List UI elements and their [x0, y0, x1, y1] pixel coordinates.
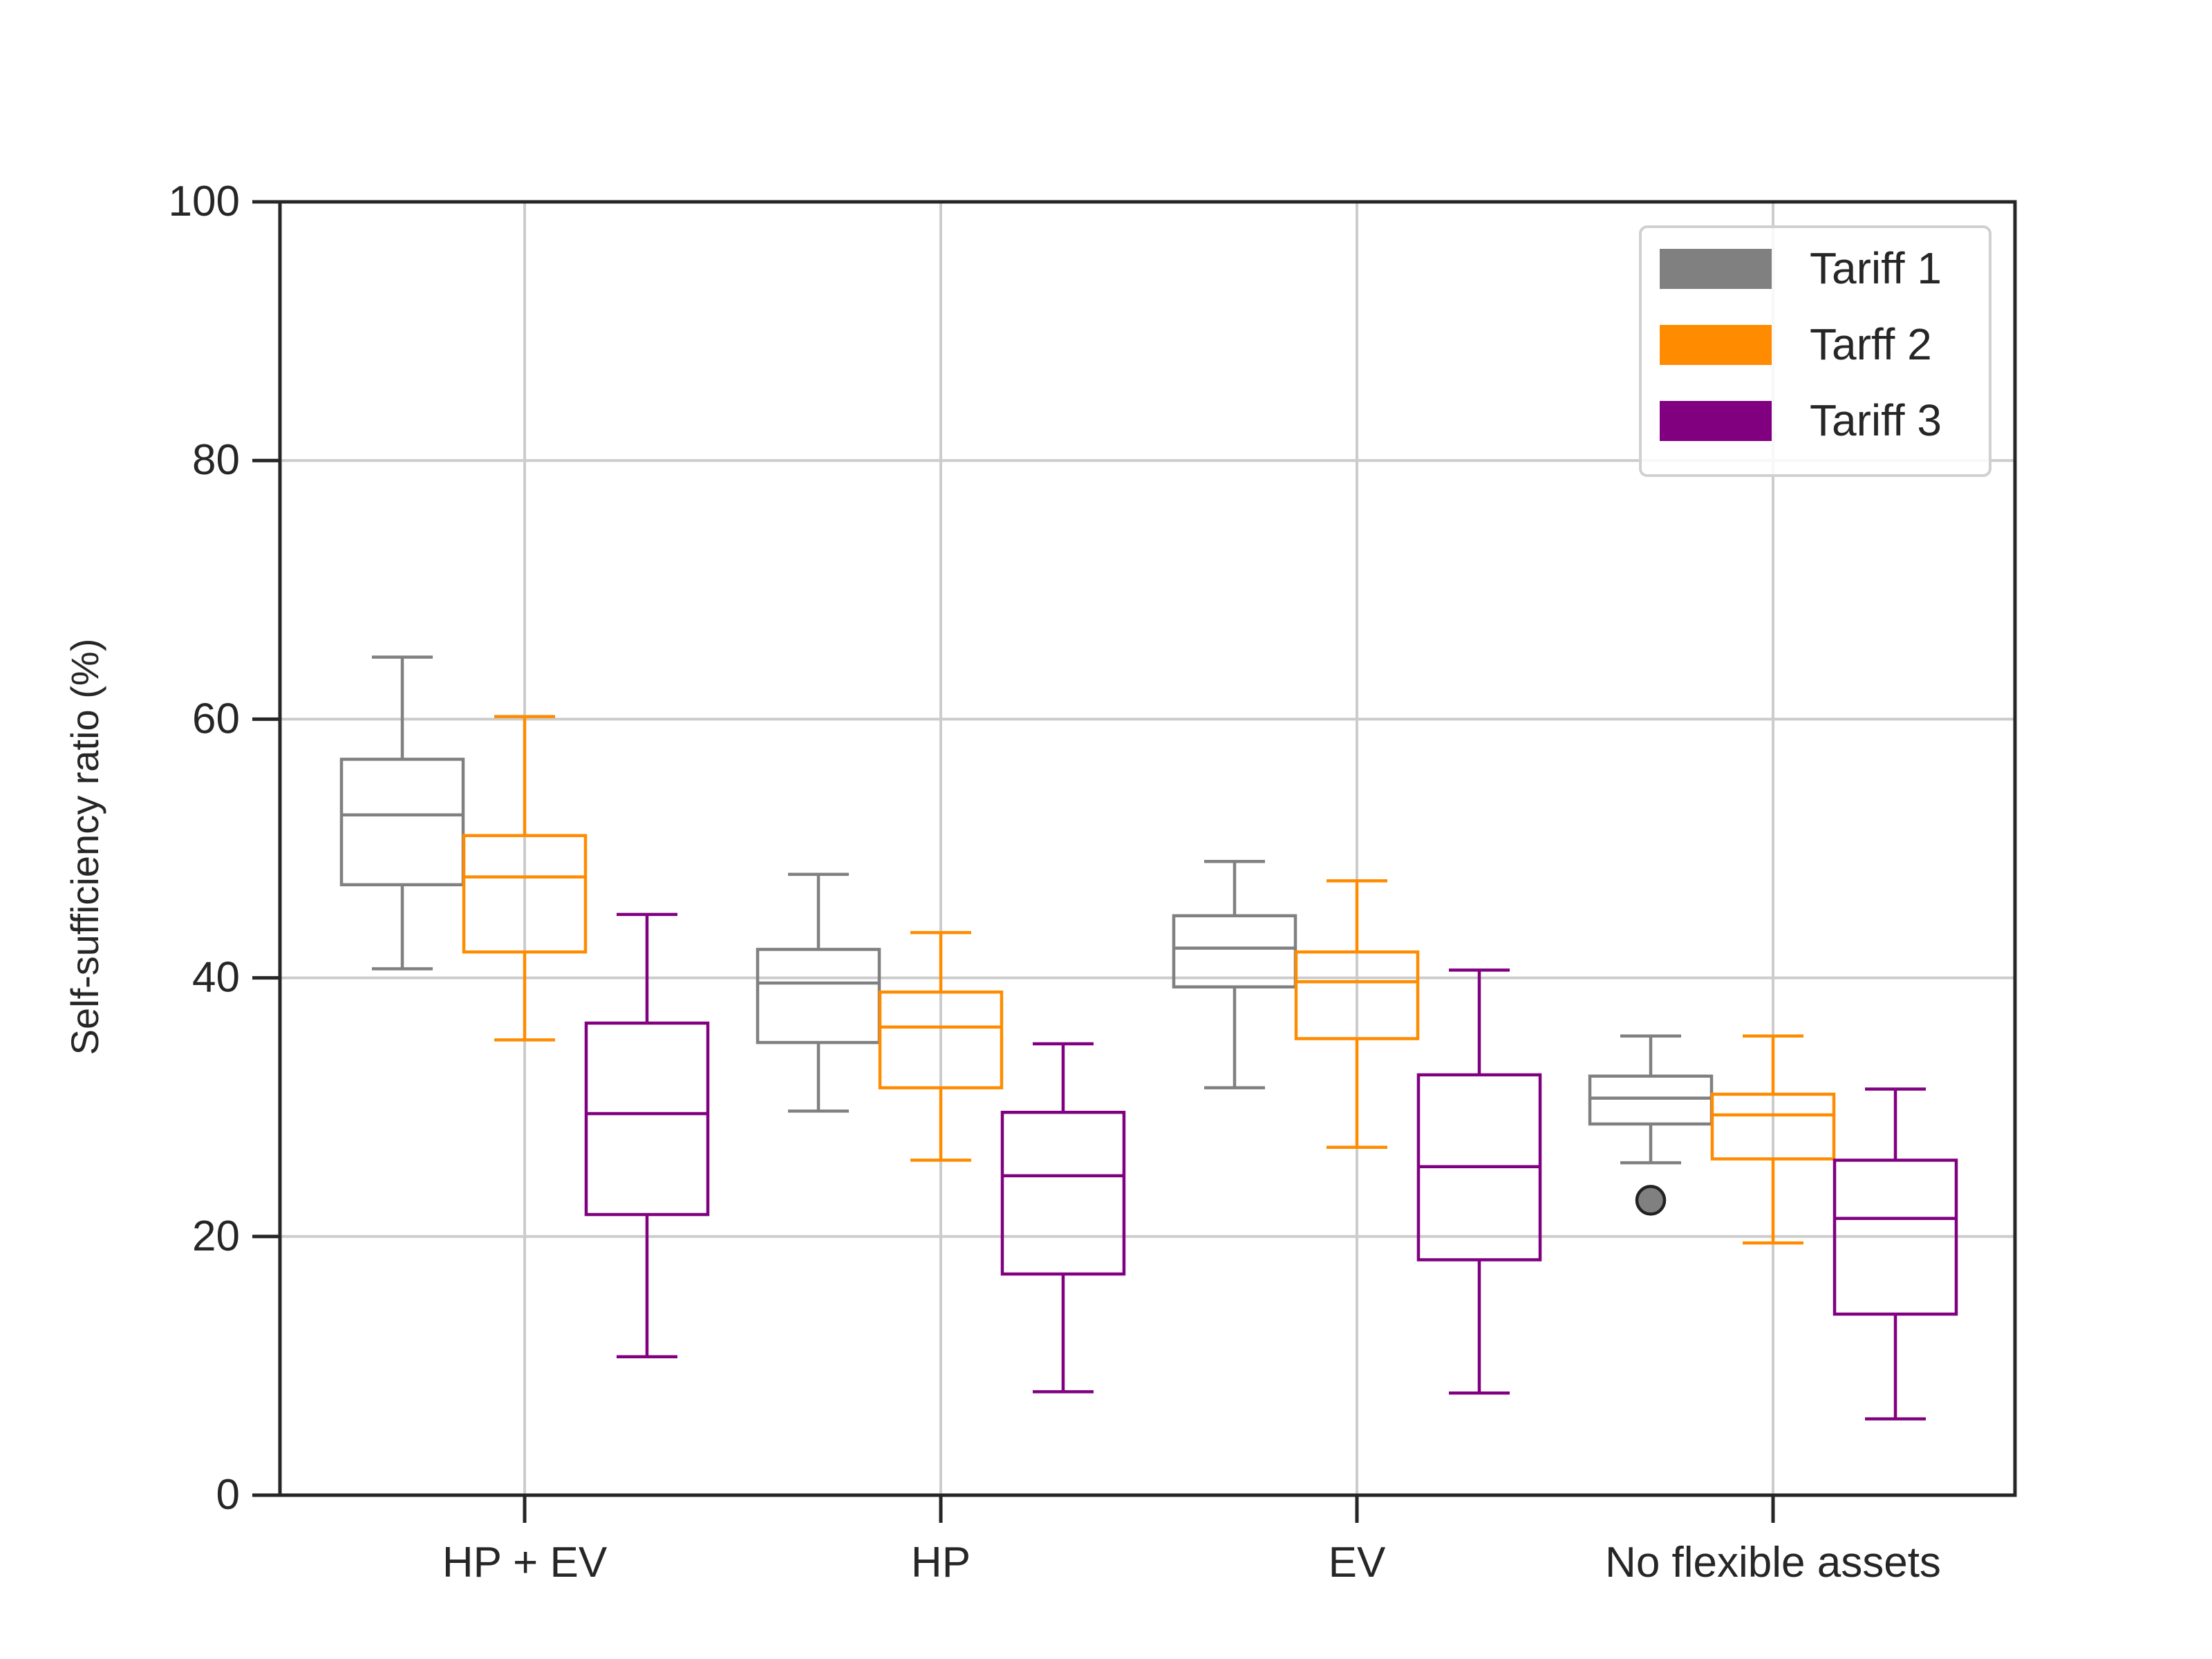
box-3-4: [1833, 1087, 1958, 1421]
legend-item-3: Tariff 3: [1660, 395, 1942, 445]
x-tick-label: HP + EV: [442, 1539, 608, 1586]
legend: Tariff 1 Tarff 2 Tariff 3: [1639, 225, 1991, 477]
legend-label: Tariff 3: [1810, 395, 1942, 445]
series-3: [584, 912, 1958, 1421]
box-iqr: [1000, 1110, 1126, 1276]
box-iqr: [1710, 1092, 1836, 1161]
series-2: [462, 715, 1836, 1245]
box-2-3: [1294, 879, 1420, 1149]
y-axis-label: Self-sufficiency ratio (%): [63, 639, 106, 1056]
x-tick-label: HP: [911, 1539, 971, 1586]
box-layer: [339, 655, 1958, 1421]
legend-label: Tariff 1: [1810, 243, 1942, 293]
box-2-2: [878, 930, 1004, 1162]
legend-swatch: [1660, 401, 1772, 441]
x-tick-label: No flexible assets: [1605, 1539, 1941, 1586]
box-3-3: [1416, 968, 1542, 1395]
box-1-4: [1588, 1034, 1714, 1216]
box-iqr: [878, 990, 1004, 1089]
x-tick-label: EV: [1329, 1539, 1386, 1586]
outlier-point: [1635, 1185, 1667, 1216]
y-tick-label: 100: [169, 178, 240, 225]
legend-label: Tarff 2: [1810, 319, 1932, 369]
plot-frame: [278, 200, 2017, 1497]
legend-item-2: Tarff 2: [1660, 319, 1932, 369]
legend-swatch: [1660, 249, 1772, 289]
box-iqr: [756, 948, 881, 1044]
y-tick-label: 80: [192, 436, 240, 484]
box-iqr: [339, 758, 465, 887]
y-tick-label: 20: [192, 1212, 240, 1260]
box-1-1: [339, 655, 465, 971]
box-iqr: [462, 834, 588, 954]
series-1: [339, 655, 1714, 1216]
box-iqr: [1172, 914, 1297, 988]
legend-item-1: Tariff 1: [1660, 243, 1942, 293]
box-3-2: [1000, 1042, 1126, 1394]
y-tick-label: 40: [192, 954, 240, 1002]
box-iqr: [1294, 950, 1420, 1040]
axes-layer: 0 20 40 60 80 100 HP + EV HP EV No flexible asset…: [169, 178, 2017, 1586]
box-3-1: [584, 912, 710, 1359]
box-iqr: [1588, 1074, 1714, 1126]
box-iqr: [584, 1021, 710, 1217]
box-1-2: [756, 872, 881, 1113]
y-tick-label: 60: [192, 695, 240, 742]
y-tick-label: 0: [216, 1471, 240, 1519]
box-1-3: [1172, 859, 1297, 1089]
legend-swatch: [1660, 325, 1772, 365]
box-2-1: [462, 715, 588, 1042]
box-2-4: [1710, 1034, 1836, 1245]
box-iqr: [1833, 1159, 1958, 1316]
